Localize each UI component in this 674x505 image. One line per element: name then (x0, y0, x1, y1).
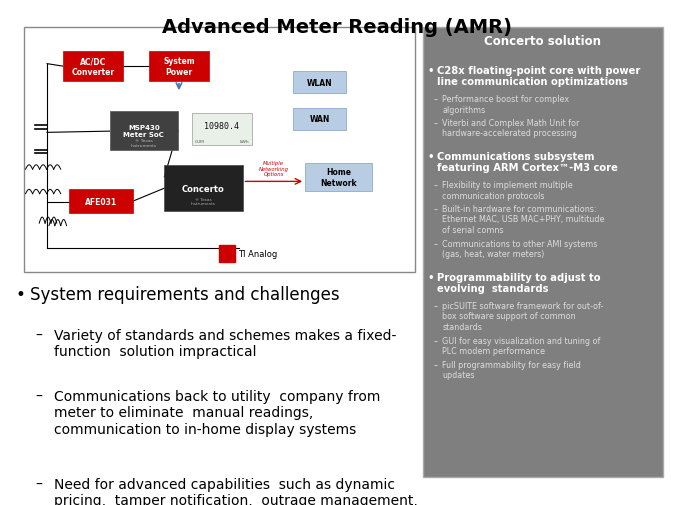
Text: WAN: WAN (309, 115, 330, 124)
Text: Full programmability for easy field
updates: Full programmability for easy field upda… (442, 360, 581, 379)
FancyBboxPatch shape (149, 52, 209, 82)
Text: Viterbi and Complex Math Unit for
hardware-accelerated processing: Viterbi and Complex Math Unit for hardwa… (442, 119, 580, 138)
Text: C28x floating-point core with power
line communication optimizations: C28x floating-point core with power line… (437, 66, 640, 87)
FancyBboxPatch shape (305, 164, 371, 192)
Text: Built-in hardware for communications:
Ethernet MAC, USB MAC+PHY, multitude
of se: Built-in hardware for communications: Et… (442, 205, 605, 234)
Text: ® Texas
Instruments: ® Texas Instruments (131, 139, 157, 147)
Text: Home
Network: Home Network (320, 168, 357, 187)
FancyBboxPatch shape (110, 112, 178, 150)
Text: AC/DC
Converter: AC/DC Converter (71, 57, 115, 77)
Text: Programmability to adjust to
evolving  standards: Programmability to adjust to evolving st… (437, 272, 601, 294)
Text: –: – (36, 328, 42, 342)
Text: AFE031: AFE031 (85, 197, 117, 206)
Text: TI Analog: TI Analog (239, 250, 278, 259)
Text: Communications to other AMI systems
(gas, heat, water meters): Communications to other AMI systems (gas… (442, 239, 598, 259)
Text: Communications subsystem
featuring ARM Cortex™-M3 core: Communications subsystem featuring ARM C… (437, 152, 617, 173)
Text: •: • (427, 272, 434, 282)
Text: –: – (434, 205, 438, 214)
Text: WLAN: WLAN (307, 78, 332, 87)
Text: Concerto: Concerto (182, 184, 225, 193)
Text: –: – (434, 336, 438, 345)
Text: picSUITE software framework for out-of-
box software support of common
standards: picSUITE software framework for out-of- … (442, 301, 603, 331)
Text: Need for advanced capabilities  such as dynamic
pricing,  tamper notification,  : Need for advanced capabilities such as d… (54, 477, 418, 505)
Text: –: – (434, 119, 438, 128)
Text: •: • (427, 152, 434, 162)
Text: –: – (434, 301, 438, 311)
FancyBboxPatch shape (24, 28, 415, 273)
Text: –: – (434, 239, 438, 248)
Text: –: – (434, 181, 438, 190)
Text: MSP430
Meter SoC: MSP430 Meter SoC (123, 125, 164, 138)
Text: Communications back to utility  company from
meter to eliminate  manual readings: Communications back to utility company f… (54, 389, 380, 436)
Text: kWh: kWh (240, 139, 249, 143)
FancyBboxPatch shape (191, 114, 252, 145)
FancyBboxPatch shape (164, 166, 243, 212)
FancyBboxPatch shape (69, 189, 133, 214)
Text: Multiple
Networking
Options: Multiple Networking Options (259, 161, 288, 177)
Text: Flexibility to implement multiple
communication protocols: Flexibility to implement multiple commun… (442, 181, 573, 200)
Text: CUM: CUM (194, 139, 204, 143)
Text: ® Texas
Instruments: ® Texas Instruments (191, 197, 216, 206)
FancyBboxPatch shape (423, 28, 663, 477)
Text: Concerto solution: Concerto solution (485, 35, 601, 48)
Text: Advanced Meter Reading (AMR): Advanced Meter Reading (AMR) (162, 18, 512, 37)
Text: System
Power: System Power (163, 57, 195, 77)
FancyBboxPatch shape (293, 72, 346, 94)
Text: Variety of standards and schemes makes a fixed-
function  solution impractical: Variety of standards and schemes makes a… (54, 328, 396, 359)
Text: System requirements and challenges: System requirements and challenges (30, 285, 340, 304)
Text: –: – (434, 360, 438, 369)
Text: –: – (36, 389, 42, 403)
Text: GUI for easy visualization and tuning of
PLC modem performance: GUI for easy visualization and tuning of… (442, 336, 601, 356)
FancyBboxPatch shape (219, 246, 235, 263)
Text: –: – (434, 95, 438, 104)
Text: 10980.4: 10980.4 (204, 122, 239, 131)
Text: •: • (16, 285, 26, 304)
Text: •: • (427, 66, 434, 76)
FancyBboxPatch shape (293, 109, 346, 131)
Text: Performance boost for complex
algorithms: Performance boost for complex algorithms (442, 95, 570, 114)
Text: –: – (36, 477, 42, 491)
FancyBboxPatch shape (63, 52, 123, 82)
